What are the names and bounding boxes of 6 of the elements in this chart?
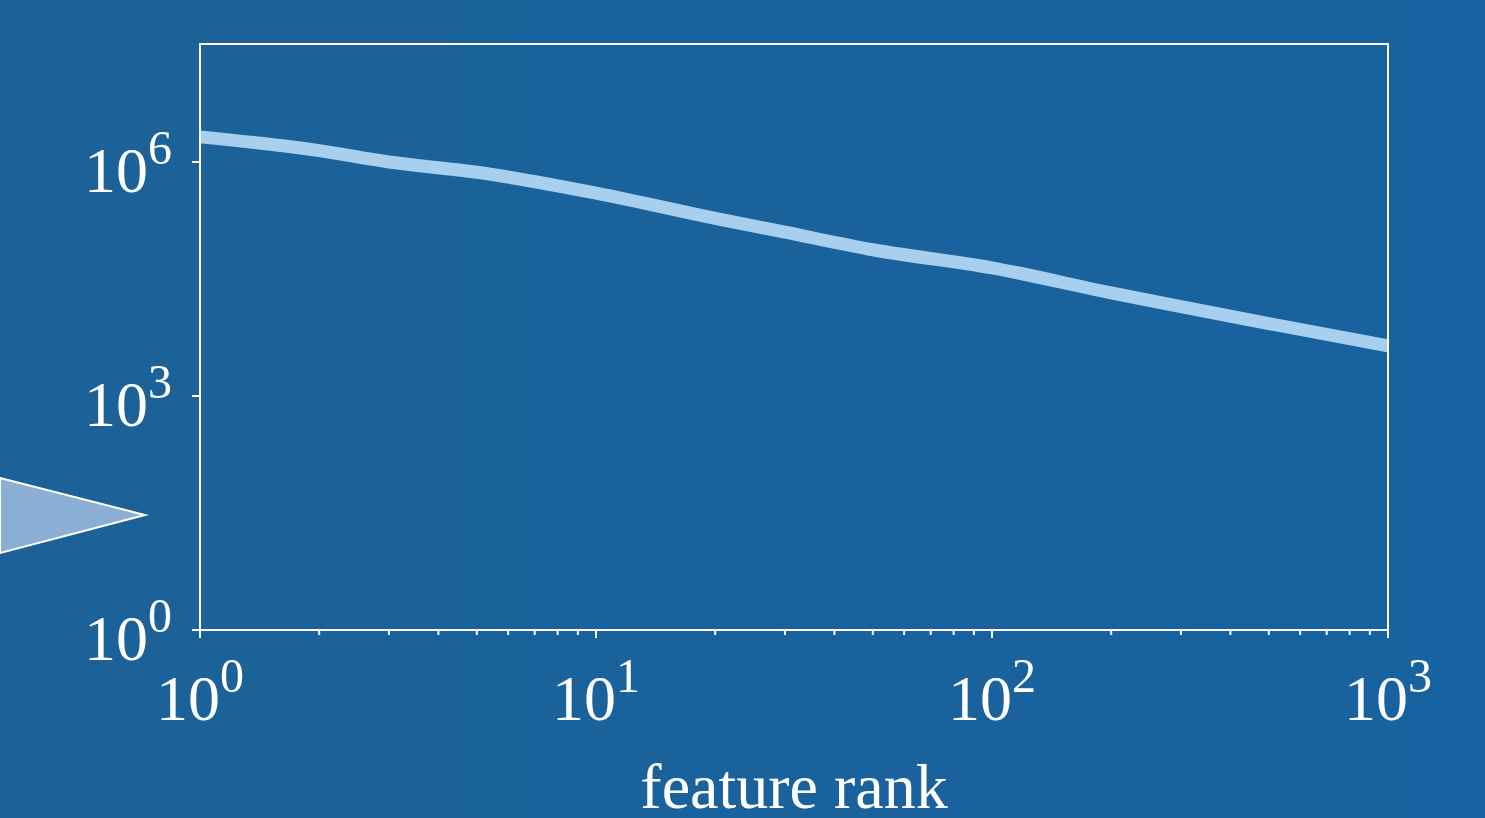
x-tick-label: 10$^{2}$ — [948, 649, 1036, 734]
x-tick-label: 10$^{1}$ — [552, 649, 640, 734]
y-tick-label: 10$^{3}$ — [84, 355, 172, 441]
x-tick-label: 10$^{3}$ — [1344, 649, 1432, 734]
y-tick-label: 10$^{6}$ — [84, 121, 172, 207]
x-axis-title: feature rank — [640, 751, 948, 818]
